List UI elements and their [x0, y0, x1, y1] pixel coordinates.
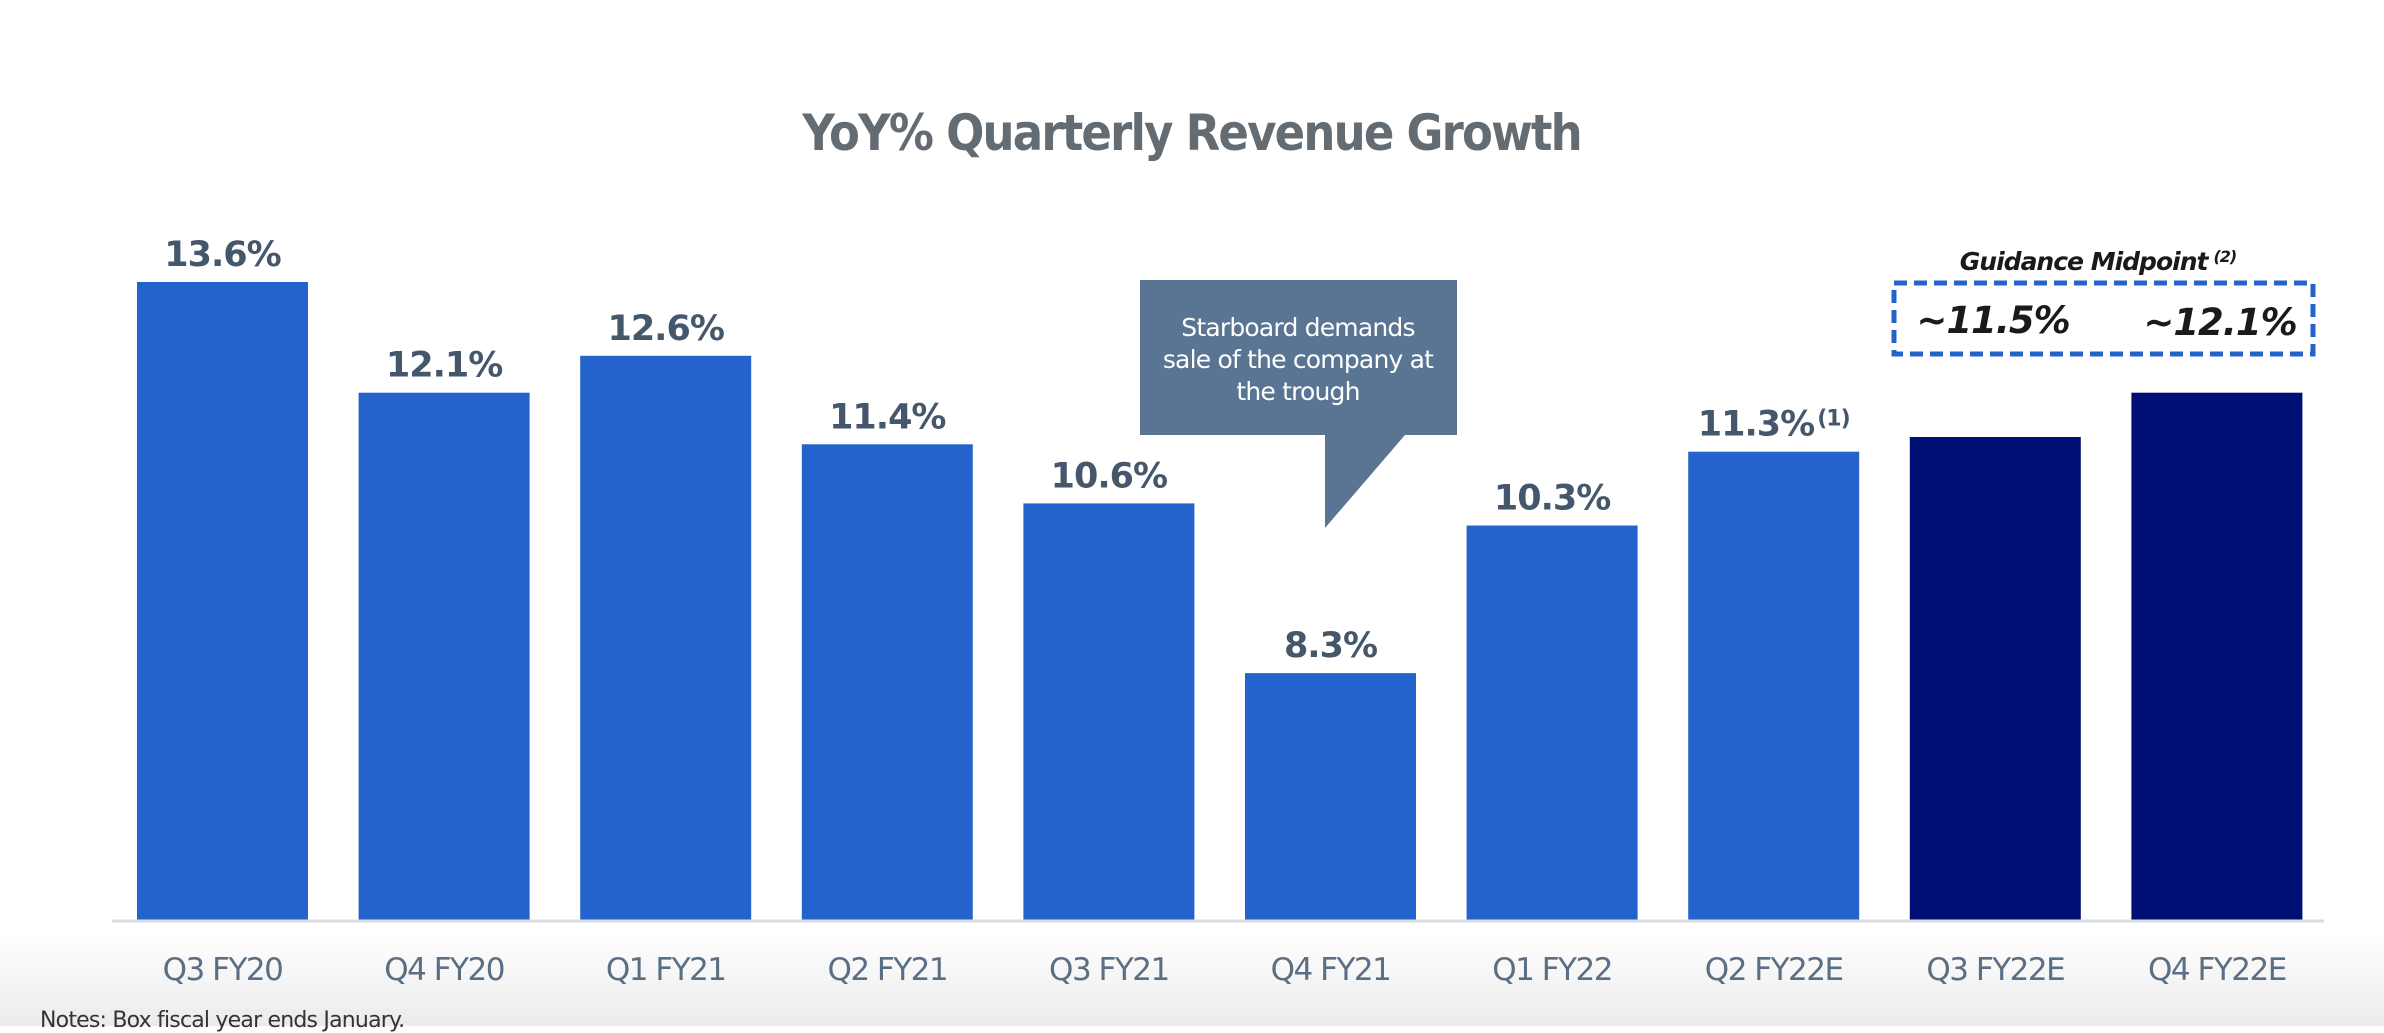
category-label: Q4 FY20 [384, 952, 504, 988]
chart-title: YoY% Quarterly Revenue Growth [802, 104, 1582, 162]
footnote-notes: Notes: Box fiscal year ends January. [40, 1008, 405, 1033]
guidance-title-text: Guidance Midpoint [1960, 247, 2210, 276]
value-label-text: 11.3% [1698, 405, 1814, 445]
value-label-text: 8.3% [1284, 626, 1377, 666]
value-label: 8.3% [1284, 626, 1377, 666]
category-label: Q1 FY22 [1492, 952, 1612, 988]
category-label: Q3 FY20 [163, 952, 283, 988]
value-label: 12.6% [607, 309, 723, 349]
value-labels-layer: 13.6% 12.1% 12.6% 11.4% 10.6% 8.3% 10.3% 11.3%(… [164, 235, 1850, 666]
value-label-text: 10.3% [1494, 479, 1610, 519]
guidance-title: Guidance Midpoint (2) [1960, 247, 2236, 276]
bar-q3-fy20 [137, 282, 308, 921]
bar-q3-fy21 [1023, 503, 1195, 921]
category-label: Q2 FY21 [827, 952, 947, 988]
bar-q1-fy22 [1466, 525, 1638, 921]
guidance-footnote: (2) [2213, 247, 2236, 266]
category-label: Q1 FY21 [606, 952, 726, 988]
bar-q2-fy22e [1688, 451, 1860, 921]
callout-line-3: the trough [1236, 377, 1359, 406]
value-label-text: 12.6% [607, 309, 723, 349]
category-label: Q4 FY22E [2148, 952, 2286, 988]
category-label: Q3 FY21 [1049, 952, 1169, 988]
guidance-dashed-box [1891, 280, 2316, 357]
bar-q4-fy22e [2131, 392, 2303, 921]
category-label: Q3 FY22E [1926, 952, 2064, 988]
bar-q1-fy21 [580, 355, 752, 921]
value-label: 12.1% [386, 346, 502, 386]
bar-q4-fy21 [1245, 673, 1416, 921]
guidance-value-q4: ~12.1% [2143, 301, 2296, 344]
guidance-midpoint-annotation: Guidance Midpoint (2) ~11.5% ~12.1% [1891, 247, 2316, 357]
value-label-text: 10.6% [1051, 456, 1167, 496]
callout-bubble [1140, 280, 1457, 528]
category-label: Q4 FY21 [1271, 952, 1391, 988]
callout-annotation: Starboard demands sale of the company at… [1140, 280, 1457, 528]
value-label-footnote: (1) [1817, 407, 1849, 432]
value-label: 11.3% (1) [1698, 405, 1850, 445]
bar-q4-fy20 [358, 392, 530, 921]
value-label-text: 11.4% [829, 397, 945, 437]
value-label-text: 13.6% [164, 235, 280, 275]
value-label-text: 12.1% [386, 346, 502, 386]
value-label: 11.4% [829, 397, 945, 437]
bars-layer [137, 282, 2303, 921]
value-label: 10.6% [1051, 456, 1167, 496]
callout-line-2: sale of the company at [1163, 345, 1434, 374]
guidance-value-q3: ~11.5% [1916, 299, 2069, 342]
value-label: 13.6% [164, 235, 280, 275]
bar-q3-fy22e [1909, 437, 2081, 921]
value-label: 10.3% [1494, 479, 1610, 519]
bar-q2-fy21 [801, 444, 973, 921]
callout-line-1: Starboard demands [1181, 313, 1414, 342]
category-labels-layer: Q3 FY20 Q4 FY20 Q1 FY21 Q2 FY21 Q3 FY21 Q4 FY… [163, 952, 2288, 988]
category-label: Q2 FY22E [1705, 952, 1843, 988]
